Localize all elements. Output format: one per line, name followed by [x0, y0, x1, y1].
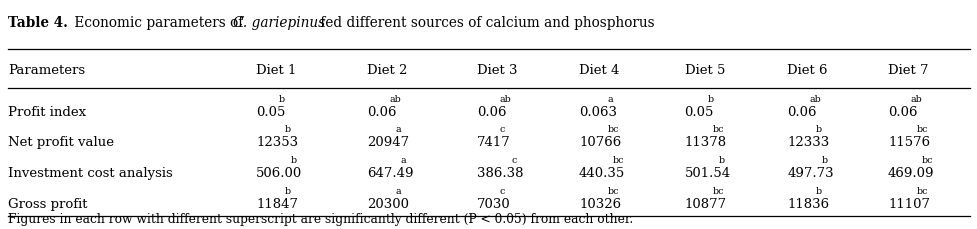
Text: bc: bc: [607, 125, 618, 134]
Text: bc: bc: [613, 156, 624, 165]
Text: Profit index: Profit index: [8, 106, 86, 120]
Text: 12333: 12333: [786, 136, 828, 149]
Text: bc: bc: [712, 125, 724, 134]
Text: 497.73: 497.73: [786, 167, 833, 180]
Text: ab: ab: [809, 95, 821, 104]
Text: 11836: 11836: [786, 198, 828, 211]
Text: bc: bc: [712, 187, 724, 196]
Text: 7417: 7417: [477, 136, 511, 149]
Text: Diet 3: Diet 3: [477, 64, 517, 77]
Text: 0.06: 0.06: [366, 106, 396, 120]
Text: 0.06: 0.06: [786, 106, 816, 120]
Text: a: a: [607, 95, 613, 104]
Text: 7030: 7030: [477, 198, 511, 211]
Text: 20300: 20300: [366, 198, 408, 211]
Text: 440.35: 440.35: [578, 167, 624, 180]
Text: 12353: 12353: [256, 136, 298, 149]
Text: 11107: 11107: [887, 198, 929, 211]
Text: 20947: 20947: [366, 136, 408, 149]
Text: Diet 7: Diet 7: [887, 64, 927, 77]
Text: 0.06: 0.06: [477, 106, 506, 120]
Text: Figures in each row with different superscript are significantly different (P < : Figures in each row with different super…: [8, 213, 632, 226]
Text: ab: ab: [499, 95, 511, 104]
Text: 0.05: 0.05: [256, 106, 285, 120]
Text: b: b: [706, 95, 712, 104]
Text: b: b: [815, 187, 821, 196]
Text: fed different sources of calcium and phosphorus: fed different sources of calcium and pho…: [316, 16, 654, 30]
Text: 647.49: 647.49: [366, 167, 413, 180]
Text: 386.38: 386.38: [477, 167, 524, 180]
Text: ab: ab: [389, 95, 401, 104]
Text: bc: bc: [915, 187, 927, 196]
Text: c: c: [499, 125, 505, 134]
Text: Investment cost analysis: Investment cost analysis: [8, 167, 172, 180]
Text: ab: ab: [910, 95, 921, 104]
Text: a: a: [395, 187, 401, 196]
Text: 0.05: 0.05: [684, 106, 713, 120]
Text: Parameters: Parameters: [8, 64, 85, 77]
Text: b: b: [278, 95, 284, 104]
Text: b: b: [815, 125, 821, 134]
Text: 10766: 10766: [578, 136, 620, 149]
Text: bc: bc: [915, 125, 927, 134]
Text: b: b: [718, 156, 724, 165]
Text: 11576: 11576: [887, 136, 929, 149]
Text: b: b: [284, 125, 290, 134]
Text: b: b: [821, 156, 827, 165]
Text: 11847: 11847: [256, 198, 298, 211]
Text: b: b: [290, 156, 296, 165]
Text: Table 4.: Table 4.: [8, 16, 67, 30]
Text: Diet 1: Diet 1: [256, 64, 296, 77]
Text: c: c: [499, 187, 505, 196]
Text: bc: bc: [921, 156, 933, 165]
Text: 10326: 10326: [578, 198, 620, 211]
Text: 469.09: 469.09: [887, 167, 934, 180]
Text: Diet 4: Diet 4: [578, 64, 618, 77]
Text: C. gariepinus: C. gariepinus: [233, 16, 324, 30]
Text: a: a: [395, 125, 401, 134]
Text: b: b: [284, 187, 290, 196]
Text: 0.06: 0.06: [887, 106, 916, 120]
Text: Economic parameters of: Economic parameters of: [70, 16, 248, 30]
Text: 501.54: 501.54: [684, 167, 730, 180]
Text: 10877: 10877: [684, 198, 726, 211]
Text: Diet 2: Diet 2: [366, 64, 406, 77]
Text: 506.00: 506.00: [256, 167, 302, 180]
Text: a: a: [401, 156, 406, 165]
Text: Net profit value: Net profit value: [8, 136, 113, 149]
Text: Diet 5: Diet 5: [684, 64, 724, 77]
Text: 0.063: 0.063: [578, 106, 616, 120]
Text: c: c: [511, 156, 516, 165]
Text: Gross profit: Gross profit: [8, 198, 87, 211]
Text: bc: bc: [607, 187, 618, 196]
Text: Diet 6: Diet 6: [786, 64, 827, 77]
Text: 11378: 11378: [684, 136, 726, 149]
